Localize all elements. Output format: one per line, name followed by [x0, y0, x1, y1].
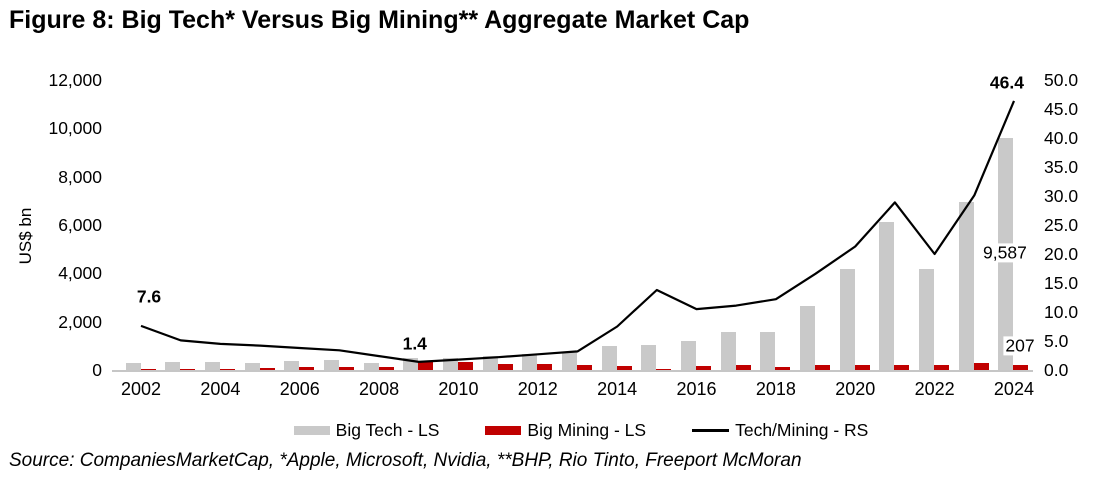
x-tick-2020: 2020	[835, 379, 876, 399]
mining-bar-2021	[894, 365, 910, 370]
tech-bar-2014	[601, 346, 617, 370]
tech-bar-2022	[919, 268, 935, 370]
mining-bar-2004	[219, 368, 235, 370]
data-label-207: 207	[1003, 335, 1037, 356]
mining-bar-2012	[537, 364, 553, 370]
right-tick-20.0: 20.0	[1044, 244, 1079, 264]
right-tick-0.0: 0.0	[1044, 360, 1069, 380]
data-label-1.4: 1.4	[402, 333, 427, 354]
x-tick-2022: 2022	[914, 379, 955, 399]
x-tick-2024: 2024	[993, 379, 1034, 399]
left-tick-6000: 6,000	[58, 215, 102, 235]
left-tick-2000: 2,000	[58, 311, 102, 332]
data-label-9587: 9,587	[981, 242, 1029, 263]
mining-bar-2023	[973, 363, 989, 370]
tech-bar-2020	[839, 268, 855, 370]
data-label-46.4: 46.4	[989, 72, 1024, 93]
mining-bar-2009	[418, 361, 434, 370]
x-axis-line	[112, 370, 1033, 372]
tech-bar-2006	[284, 361, 300, 370]
right-tick-35.0: 35.0	[1044, 157, 1079, 177]
right-tick-10.0: 10.0	[1044, 302, 1079, 322]
legend-swatch-bar-1	[485, 426, 522, 435]
tech-bar-2021	[879, 222, 895, 370]
tech-bar-2015	[641, 345, 657, 370]
tech-bar-2010	[442, 357, 458, 370]
x-tick-2006: 2006	[279, 379, 320, 399]
tech-bar-2009	[403, 358, 419, 370]
mining-bar-2008	[378, 367, 394, 370]
tech-bar-2002	[125, 363, 141, 370]
mining-bar-2019	[815, 365, 831, 370]
chart-legend: Big Tech - LS Big Mining - LS Tech/Mining …	[0, 420, 1104, 441]
x-tick-2008: 2008	[359, 379, 400, 399]
right-tick-5.0: 5.0	[1044, 331, 1069, 351]
figure-title: Figure 8: Big Tech* Versus Big Mining** …	[9, 6, 750, 34]
x-tick-2004: 2004	[200, 379, 241, 399]
mining-bar-2014	[616, 365, 632, 370]
mining-bar-2007	[338, 366, 354, 370]
mining-bar-2018	[775, 366, 791, 370]
mining-bar-2020	[854, 364, 870, 370]
right-tick-40.0: 40.0	[1044, 128, 1079, 148]
left-tick-10000: 10,000	[48, 118, 102, 139]
tech-bar-2023	[958, 201, 974, 370]
mining-bar-2022	[934, 365, 950, 370]
x-tick-2014: 2014	[597, 379, 638, 399]
mining-bar-2010	[457, 362, 473, 370]
mining-bar-2005	[259, 367, 275, 370]
legend-item-0: Big Tech - LS	[293, 420, 440, 441]
tech-bar-2007	[323, 359, 339, 370]
source-note: Source: CompaniesMarketCap, *Apple, Micr…	[9, 450, 802, 471]
data-label-7.6: 7.6	[136, 286, 162, 307]
x-tick-2012: 2012	[517, 379, 558, 399]
right-tick-25.0: 25.0	[1044, 215, 1079, 235]
legend-label-0: Big Tech - LS	[335, 420, 440, 440]
mining-bar-2002	[140, 369, 156, 370]
legend-swatch-line-2	[692, 429, 730, 432]
left-tick-8000: 8,000	[58, 166, 102, 187]
tech-bar-2003	[165, 361, 181, 370]
left-tick-12000: 12,000	[48, 70, 102, 90]
x-tick-2016: 2016	[676, 379, 717, 399]
legend-label-2: Tech/Mining - RS	[735, 420, 869, 440]
mining-bar-2024	[1013, 364, 1029, 370]
tech-bar-2012	[522, 353, 538, 370]
legend-item-2: Tech/Mining - RS	[692, 420, 868, 441]
left-tick-4000: 4,000	[58, 263, 102, 284]
x-tick-2018: 2018	[755, 379, 796, 399]
tech-bar-2018	[760, 332, 776, 370]
tech-bar-2011	[482, 356, 498, 370]
mining-bar-2016	[696, 366, 712, 370]
mining-bar-2013	[576, 364, 592, 370]
tech-bar-2017	[720, 332, 736, 370]
right-tick-30.0: 30.0	[1044, 186, 1079, 206]
legend-swatch-bar-0	[293, 426, 330, 435]
right-tick-15.0: 15.0	[1044, 273, 1079, 293]
mining-bar-2003	[180, 368, 196, 370]
tech-bar-2005	[244, 363, 260, 370]
x-tick-2002: 2002	[120, 379, 162, 399]
left-tick-0: 0	[92, 360, 102, 380]
tech-bar-2019	[800, 306, 816, 370]
tech-bar-2008	[363, 362, 379, 370]
x-tick-2010: 2010	[438, 379, 479, 399]
mining-bar-2017	[735, 365, 751, 370]
mining-bar-2015	[656, 368, 672, 370]
right-tick-50.0: 50.0	[1044, 70, 1079, 90]
tech-bar-2016	[681, 341, 697, 370]
tech-bar-2004	[204, 362, 220, 370]
legend-item-1: Big Mining - LS	[485, 420, 646, 441]
legend-label-1: Big Mining - LS	[527, 420, 647, 440]
mining-bar-2006	[299, 367, 315, 370]
mining-bar-2011	[497, 364, 513, 370]
right-tick-45.0: 45.0	[1044, 99, 1079, 119]
tech-bar-2013	[561, 351, 577, 370]
